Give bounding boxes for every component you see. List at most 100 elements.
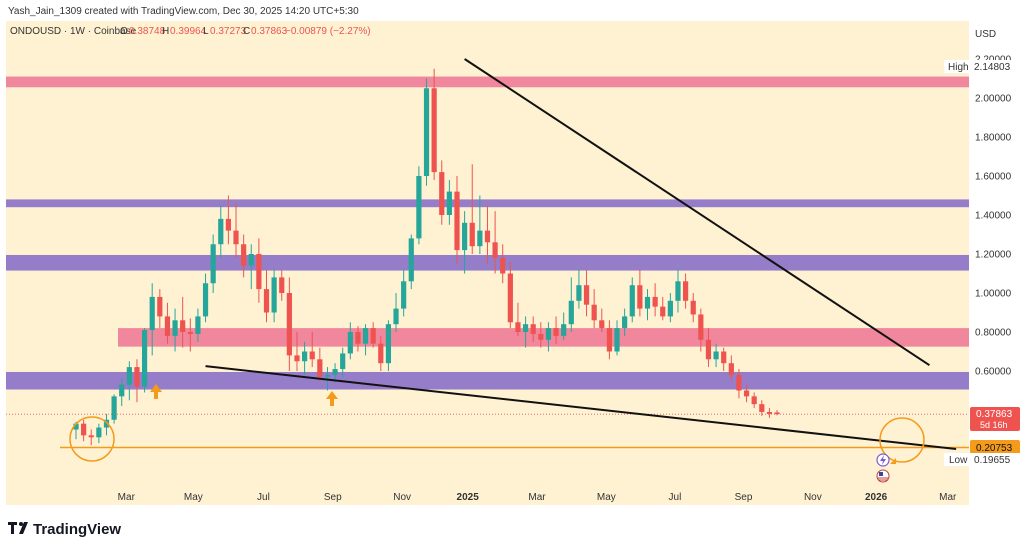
candle[interactable] (591, 289, 597, 329)
candle[interactable] (743, 384, 750, 403)
candle[interactable] (302, 341, 308, 375)
zone-purple-zone-0.55[interactable] (6, 371, 969, 390)
candle[interactable] (439, 160, 445, 225)
candle[interactable] (667, 293, 673, 323)
candle[interactable] (599, 308, 605, 332)
candle[interactable] (446, 179, 452, 225)
candle[interactable] (705, 328, 712, 368)
candle[interactable] (469, 164, 475, 254)
candle[interactable] (263, 269, 270, 323)
candle[interactable] (515, 302, 521, 336)
candle[interactable] (454, 176, 460, 264)
candle[interactable] (119, 378, 125, 407)
candle[interactable] (766, 408, 773, 418)
candle[interactable] (248, 244, 254, 290)
candle[interactable] (698, 308, 704, 352)
candle[interactable] (362, 324, 369, 356)
candle[interactable] (576, 269, 582, 309)
candle[interactable] (690, 293, 696, 323)
candle[interactable] (347, 322, 353, 360)
candle[interactable] (728, 355, 734, 381)
candle[interactable] (629, 277, 635, 323)
candle[interactable] (218, 205, 224, 258)
candle[interactable] (759, 400, 765, 416)
candle[interactable] (644, 289, 651, 321)
candle[interactable] (385, 320, 392, 371)
candle[interactable] (256, 238, 262, 303)
candle[interactable] (561, 312, 567, 340)
candle[interactable] (187, 318, 193, 352)
candle[interactable] (530, 316, 536, 342)
candle[interactable] (355, 326, 361, 352)
candle[interactable] (568, 277, 574, 332)
candle[interactable] (81, 419, 87, 442)
candle[interactable] (637, 269, 643, 317)
candle[interactable] (210, 234, 216, 294)
candle[interactable] (583, 269, 590, 317)
candle[interactable] (233, 203, 239, 258)
candle[interactable] (462, 211, 468, 274)
candle[interactable] (164, 302, 171, 344)
candle[interactable] (553, 316, 559, 344)
tradingview-logo[interactable]: TradingView (8, 521, 121, 538)
candle[interactable] (111, 394, 117, 424)
zone-purple-zone-1.45[interactable] (6, 199, 969, 208)
candle[interactable] (492, 211, 498, 274)
candle-body (362, 328, 369, 344)
candle[interactable] (279, 269, 285, 301)
candle[interactable] (134, 359, 140, 403)
candle[interactable] (157, 289, 163, 329)
candle[interactable] (538, 322, 544, 348)
candle[interactable] (317, 347, 323, 381)
candle[interactable] (736, 369, 742, 399)
candle[interactable] (294, 332, 300, 371)
candle[interactable] (477, 195, 483, 255)
candle-body (263, 289, 270, 313)
candle[interactable] (103, 413, 110, 436)
candle[interactable] (606, 320, 612, 360)
candle[interactable] (401, 269, 407, 317)
candle[interactable] (507, 261, 513, 329)
candle[interactable] (96, 423, 102, 444)
candle[interactable] (713, 343, 719, 368)
candle[interactable] (614, 320, 620, 356)
candle[interactable] (500, 244, 506, 284)
candle[interactable] (172, 308, 178, 352)
candle[interactable] (126, 361, 132, 401)
candle[interactable] (141, 328, 148, 393)
candle[interactable] (622, 308, 628, 336)
candle[interactable] (195, 308, 201, 342)
candle[interactable] (370, 322, 376, 348)
candle[interactable] (241, 234, 247, 278)
candle[interactable] (545, 322, 552, 352)
candle[interactable] (393, 293, 399, 332)
candle[interactable] (652, 283, 658, 317)
candle[interactable] (774, 410, 780, 416)
candle[interactable] (431, 68, 437, 180)
trendline-descending-resistance[interactable] (464, 58, 930, 366)
candle[interactable] (423, 78, 430, 186)
candle[interactable] (378, 335, 384, 371)
zone-pink-zone-0.78[interactable] (118, 328, 969, 347)
candle[interactable] (180, 296, 186, 348)
candle[interactable] (683, 273, 689, 309)
candle[interactable] (522, 316, 529, 348)
candle[interactable] (660, 296, 666, 321)
candle[interactable] (408, 234, 414, 290)
currency-label[interactable]: USD (975, 29, 996, 40)
candle[interactable] (149, 283, 155, 356)
candle[interactable] (416, 166, 422, 245)
zone-pink-resistance-top[interactable] (6, 76, 969, 88)
candle[interactable] (484, 205, 491, 264)
candle[interactable] (340, 347, 346, 377)
candle[interactable] (721, 347, 727, 371)
candle[interactable] (675, 269, 681, 313)
candle[interactable] (202, 273, 209, 323)
candle[interactable] (88, 429, 94, 446)
candle[interactable] (751, 392, 757, 409)
trendline-descending-support[interactable] (205, 365, 957, 450)
candle[interactable] (271, 269, 277, 323)
candle[interactable] (286, 277, 292, 371)
candle[interactable] (225, 195, 231, 245)
candle[interactable] (309, 332, 315, 368)
